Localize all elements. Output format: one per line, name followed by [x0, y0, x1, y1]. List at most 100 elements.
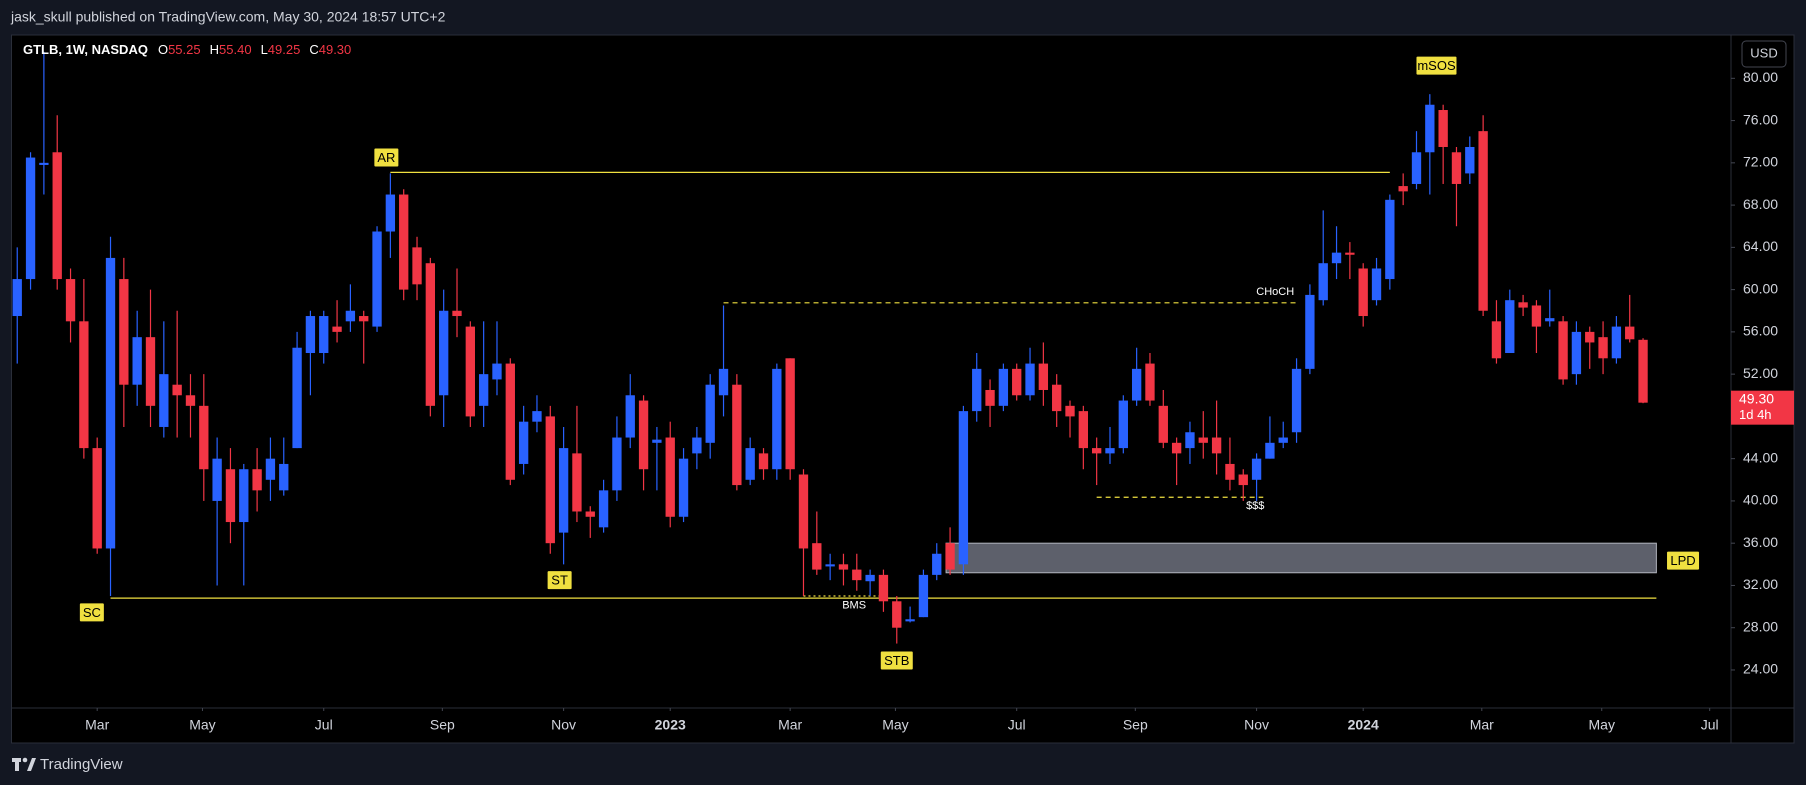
- candle-body: [1211, 437, 1222, 454]
- candle-body: [985, 389, 995, 406]
- symbol: GTLB, 1W, NASDAQ: [23, 42, 148, 57]
- annotation-label: $$$: [1246, 500, 1264, 512]
- candle-body: [372, 231, 382, 327]
- candle-body: [1185, 432, 1195, 449]
- x-tick-label: Jul: [1701, 717, 1719, 733]
- candle-body: [25, 157, 36, 280]
- candle-body: [399, 194, 409, 290]
- x-tick-label: Sep: [1123, 717, 1148, 733]
- candle-body: [572, 453, 582, 512]
- annotation-box: [374, 148, 399, 167]
- candle-body: [1265, 442, 1275, 459]
- brand-name: TradingView: [40, 756, 123, 773]
- candle-body: [199, 405, 209, 470]
- candle-body: [1038, 363, 1049, 390]
- candle-body: [385, 194, 396, 232]
- candle-body: [838, 564, 849, 570]
- x-tick-label: Jul: [1008, 717, 1026, 733]
- x-tick-label: Mar: [85, 717, 109, 733]
- ohlc-readout: GTLB, 1W, NASDAQ O55.25 H55.40 L49.25 C49.30: [23, 42, 351, 57]
- y-tick-label: 56.00: [1743, 323, 1778, 339]
- candle-body: [1571, 331, 1582, 375]
- candle-body: [932, 553, 942, 575]
- y-tick-label: 36.00: [1743, 534, 1778, 550]
- candle-body: [1105, 448, 1115, 454]
- candle-body: [1438, 110, 1448, 147]
- annotation-label: ST: [551, 573, 568, 588]
- candle-body: [1012, 368, 1022, 396]
- y-tick-label: 40.00: [1743, 492, 1778, 508]
- y-tick-label: 28.00: [1743, 618, 1778, 634]
- candle-body: [1371, 268, 1382, 301]
- candle-body: [532, 411, 542, 422]
- candle-body: [638, 400, 649, 470]
- candle-body: [718, 368, 729, 396]
- annotation-label: CHoCH: [1256, 286, 1294, 298]
- candle-body: [798, 474, 809, 549]
- readout-value: 55.25: [168, 42, 201, 57]
- candle-body: [305, 316, 316, 354]
- lpd-zone: [945, 542, 1657, 574]
- candle-body: [1638, 339, 1648, 403]
- candle-body: [558, 448, 569, 533]
- candle-body: [1518, 302, 1528, 308]
- plot-area: AR SC ST STB mSOS LPD CHoCH $$$ BMS: [12, 51, 1700, 670]
- candle-body: [825, 564, 835, 567]
- candle-body: [1198, 437, 1208, 443]
- candle-body: [785, 358, 795, 470]
- candle-body: [1545, 318, 1555, 322]
- candle-body: [1625, 326, 1635, 340]
- candle-body: [1345, 252, 1355, 255]
- candle-body: [265, 458, 276, 480]
- candle-body: [972, 368, 982, 412]
- candle-body: [625, 395, 635, 438]
- candle-body: [1598, 337, 1608, 359]
- candle-body: [212, 458, 222, 501]
- candle-body: [998, 368, 1009, 406]
- candle-body: [132, 337, 142, 385]
- candle-body: [1491, 321, 1502, 359]
- y-tick-label: 68.00: [1743, 196, 1778, 212]
- x-tick-label: May: [1589, 717, 1615, 733]
- annotation-box: [79, 603, 104, 622]
- candle-body: [225, 469, 236, 523]
- candle-body: [865, 574, 875, 582]
- candle-body: [1145, 363, 1155, 401]
- last-price-label: 49.30: [1739, 390, 1774, 406]
- candle-body: [465, 326, 475, 417]
- candle-body: [1478, 131, 1488, 311]
- candle-body: [692, 437, 702, 454]
- currency-button[interactable]: [1741, 40, 1787, 68]
- candle-body: [1331, 252, 1342, 264]
- candle-body: [79, 321, 89, 449]
- candle-body: [1451, 152, 1462, 184]
- readout-value: 49.30: [319, 42, 352, 57]
- candle-body: [119, 279, 129, 385]
- readout-value: 55.40: [219, 42, 252, 57]
- currency-label: USD: [1750, 45, 1777, 60]
- candle-body: [159, 374, 169, 427]
- candle-body: [1251, 458, 1262, 480]
- y-tick-label: 64.00: [1743, 238, 1778, 254]
- candle-body: [665, 437, 675, 517]
- candle-body: [1358, 268, 1368, 317]
- readout-key: L: [261, 42, 268, 57]
- published-line: jask_skull published on TradingView.com,…: [10, 9, 446, 25]
- candle-body: [52, 152, 62, 280]
- candle-body: [39, 162, 49, 165]
- candle-body: [505, 363, 515, 480]
- y-tick-label: 72.00: [1743, 154, 1778, 170]
- candle-body: [678, 458, 689, 517]
- candle-body: [1278, 437, 1288, 443]
- candle-body: [585, 511, 595, 517]
- candle-body: [1092, 448, 1102, 454]
- candle-body: [478, 374, 489, 406]
- candle-body: [1611, 326, 1622, 359]
- candle-body: [492, 363, 502, 380]
- candle-body: [1385, 199, 1395, 280]
- candle-body: [452, 310, 462, 317]
- x-tick-label: Mar: [778, 717, 802, 733]
- candle-body: [1305, 294, 1315, 369]
- brand-logo: [12, 757, 36, 771]
